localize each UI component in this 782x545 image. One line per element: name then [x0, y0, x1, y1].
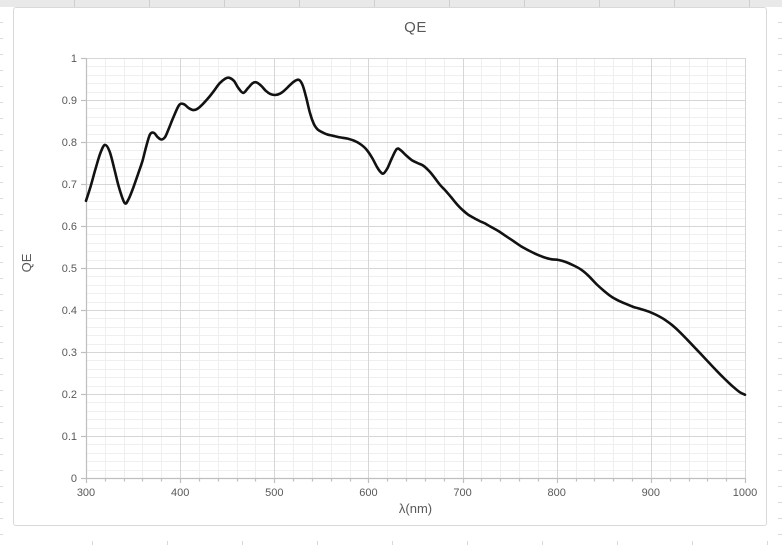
worksheet-gridline-ticks-bottom: [0, 541, 782, 545]
y-tick-label: 0.8: [62, 137, 77, 149]
worksheet-row-sliver-top: [0, 0, 782, 7]
y-axis-title: QE: [19, 253, 34, 273]
x-tick-label: 500: [265, 487, 283, 499]
major-gridlines: [86, 58, 746, 479]
y-tick-label: 0.1: [62, 431, 77, 443]
x-tick-label: 1000: [733, 487, 757, 499]
y-tick-label: 0.6: [62, 221, 77, 233]
qe-series-line[interactable]: [84, 76, 747, 397]
y-tick-label: 0.9: [62, 95, 77, 107]
worksheet-gridline-ticks-left: [0, 7, 3, 545]
x-axis-title: λ(nm): [398, 501, 433, 516]
y-tick-label: 0.3: [62, 347, 77, 359]
x-tick-label: 600: [359, 487, 377, 499]
axes: [81, 57, 747, 483]
x-tick-label: 300: [77, 487, 95, 499]
x-tick-label: 800: [548, 487, 566, 499]
y-tick-label: 0: [71, 473, 77, 485]
x-tick-label: 400: [171, 487, 189, 499]
y-tick-label: 0.5: [62, 263, 77, 275]
y-tick-label: 0.7: [62, 179, 77, 191]
y-tick-label: 1: [71, 53, 77, 65]
plot-area[interactable]: 300 400 500 600 700 800 900 1000 0 0.1 0.2 0.3 0.4 0.…: [14, 8, 768, 527]
x-tick-label: 700: [453, 487, 471, 499]
chart-title: QE: [404, 19, 427, 36]
y-tick-label: 0.4: [62, 305, 77, 317]
x-tick-label: 900: [642, 487, 660, 499]
y-tick-label: 0.2: [62, 389, 77, 401]
chart-canvas[interactable]: 300 400 500 600 700 800 900 1000 0 0.1 0.2 0.3 0.4 0.…: [13, 7, 767, 526]
worksheet-gridline-ticks-right: [778, 7, 782, 545]
x-tick-labels: 300 400 500 600 700 800 900 1000: [77, 487, 757, 499]
y-tick-labels: 0 0.1 0.2 0.3 0.4 0.5 0.6 0.7 0.8 0.9 1: [62, 53, 77, 485]
